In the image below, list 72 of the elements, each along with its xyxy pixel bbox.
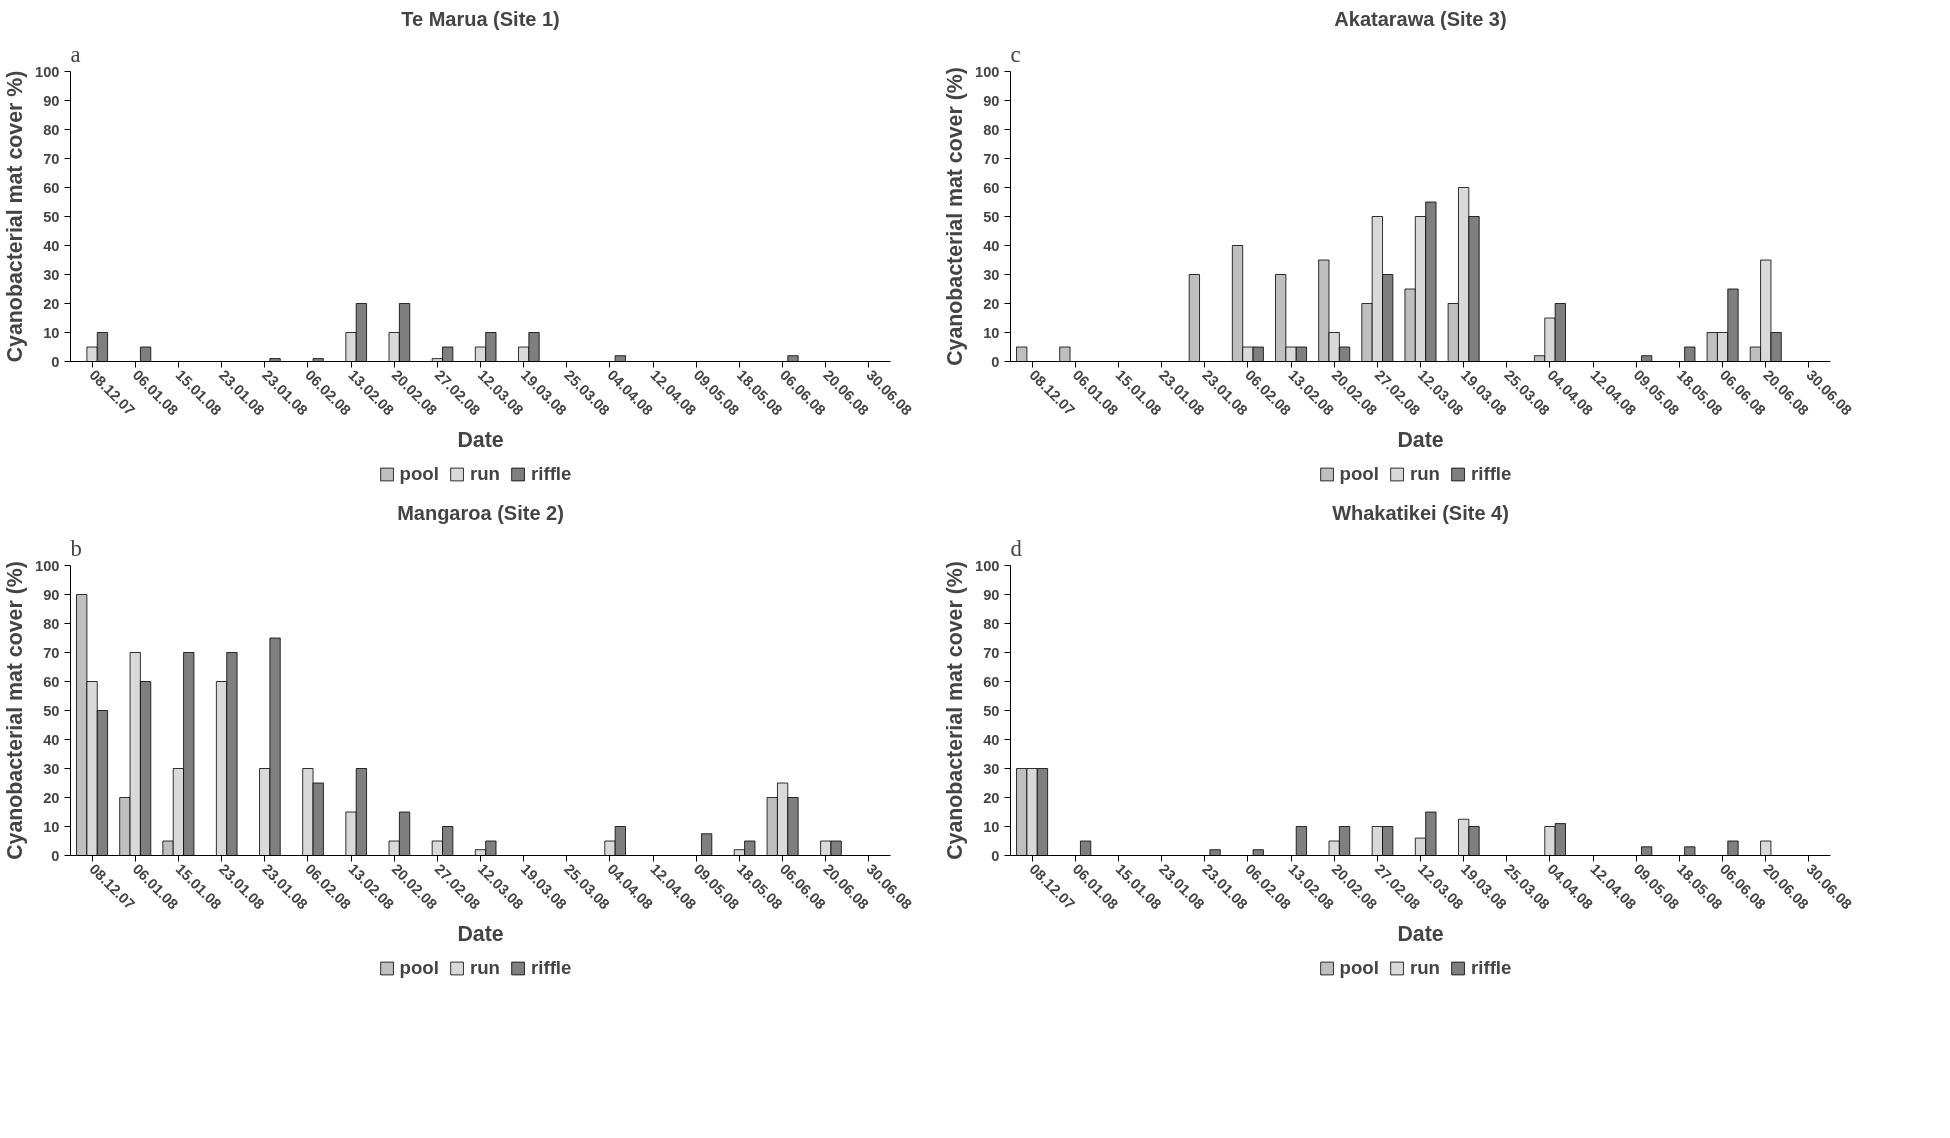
y-axis-title: Cyanobacterial mat cover (%) [3, 561, 28, 860]
y-tick-label: 70 [983, 644, 1000, 661]
legend-label: run [469, 463, 500, 485]
y-tick-label: 40 [43, 731, 60, 748]
y-tick-label: 20 [43, 789, 60, 806]
y-tick-label: 10 [43, 324, 60, 341]
y-tick-label: 60 [43, 673, 60, 690]
legend-label: pool [1339, 957, 1379, 979]
legend-label: pool [399, 957, 439, 979]
y-tick-label: 0 [991, 353, 1000, 370]
y-tick-label: 30 [983, 266, 1000, 283]
y-tick-label: 70 [43, 644, 60, 661]
y-axis-title: Cyanobacterial mat cover (%) [943, 67, 968, 366]
legend-label: riffle [531, 463, 572, 485]
y-tick-label: 90 [983, 586, 1000, 603]
y-tick-label: 20 [983, 295, 1000, 312]
y-tick-label: 0 [51, 847, 60, 864]
y-tick-label: 90 [43, 92, 60, 109]
chart-title: Akatarawa (Site 3) [1334, 7, 1507, 30]
y-axis-title: Cyanobacterial mat cover %) [3, 70, 28, 363]
y-axis-title: Cyanobacterial mat cover (%) [943, 561, 968, 860]
legend-label: pool [399, 463, 439, 485]
legend-label: riffle [1471, 957, 1512, 979]
text: c [1010, 41, 1021, 67]
x-axis-title: Date [457, 921, 504, 946]
y-tick-label: 30 [983, 760, 1000, 777]
legend-label: riffle [531, 957, 572, 979]
chart-title: Whakatikei (Site 4) [1332, 501, 1509, 524]
y-tick-label: 100 [975, 557, 1000, 574]
legend-label: pool [1339, 463, 1379, 485]
y-tick-label: 60 [983, 179, 1000, 196]
y-tick-label: 40 [43, 237, 60, 254]
y-tick-label: 10 [983, 818, 1000, 835]
y-tick-label: 90 [43, 586, 60, 603]
y-tick-label: 50 [43, 702, 60, 719]
y-tick-label: 40 [983, 731, 1000, 748]
legend-label: run [469, 957, 500, 979]
chart-title: Mangaroa (Site 2) [397, 501, 564, 524]
text: d [1010, 535, 1023, 561]
y-tick-label: 80 [43, 121, 60, 138]
y-tick-label: 10 [983, 324, 1000, 341]
legend-label: riffle [1471, 463, 1512, 485]
y-tick-label: 100 [975, 63, 1000, 80]
legend-label: run [1409, 463, 1440, 485]
y-tick-label: 30 [43, 266, 60, 283]
y-tick-label: 70 [983, 150, 1000, 167]
y-tick-label: 20 [983, 789, 1000, 806]
y-tick-label: 60 [43, 179, 60, 196]
text: a [70, 41, 81, 67]
y-tick-label: 10 [43, 818, 60, 835]
y-tick-label: 80 [983, 121, 1000, 138]
y-tick-label: 20 [43, 295, 60, 312]
y-tick-label: 100 [35, 557, 60, 574]
y-tick-label: 80 [43, 615, 60, 632]
x-axis-title: Date [1397, 921, 1444, 946]
y-tick-label: 0 [51, 353, 60, 370]
text: b [70, 535, 82, 561]
y-tick-label: 40 [983, 237, 1000, 254]
chart-title: Te Marua (Site 1) [401, 7, 560, 30]
y-tick-label: 60 [983, 673, 1000, 690]
y-tick-label: 50 [43, 208, 60, 225]
y-tick-label: 90 [983, 92, 1000, 109]
y-tick-label: 80 [983, 615, 1000, 632]
y-tick-label: 100 [35, 63, 60, 80]
y-tick-label: 30 [43, 760, 60, 777]
y-tick-label: 70 [43, 150, 60, 167]
legend-label: run [1409, 957, 1440, 979]
y-tick-label: 50 [983, 702, 1000, 719]
y-tick-label: 50 [983, 208, 1000, 225]
y-tick-label: 0 [991, 847, 1000, 864]
x-axis-title: Date [1397, 427, 1444, 452]
x-axis-title: Date [457, 427, 504, 452]
